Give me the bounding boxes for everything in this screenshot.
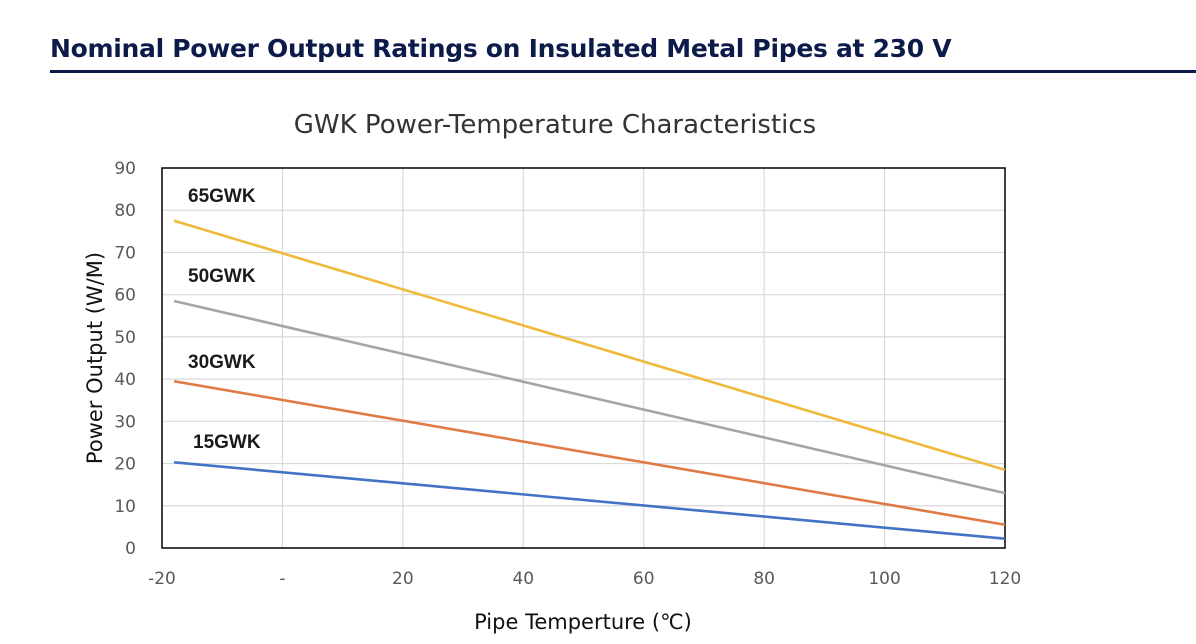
series-label-30gwk: 30GWK (188, 352, 256, 373)
y-tick-label: 20 (114, 455, 136, 475)
y-axis-label: Power Output (W/M) (83, 252, 107, 464)
x-tick-label: - (279, 569, 285, 589)
series-line-50gwk (173, 299, 1006, 495)
series-label-65gwk: 65GWK (188, 186, 256, 207)
y-tick-label: 50 (114, 328, 136, 348)
y-tick-label: 70 (114, 243, 136, 263)
y-tick-label: 40 (114, 370, 136, 390)
series-labels: 65GWK 50GWK 30GWK 15GWK (188, 186, 261, 453)
x-tick-label: 100 (868, 569, 900, 589)
y-tick-label: 60 (114, 286, 136, 306)
series-line-65gwk (173, 219, 1006, 472)
header-divider (50, 70, 1196, 73)
page-header: Nominal Power Output Ratings on Insulate… (50, 34, 1196, 73)
plot-area-border (161, 167, 1006, 549)
y-tick-label: 90 (114, 159, 136, 179)
x-tick-label: 80 (753, 569, 775, 589)
series-label-50gwk: 50GWK (188, 266, 256, 287)
y-tick-label: 80 (114, 201, 136, 221)
x-tick-label: 60 (633, 569, 655, 589)
page-title: Nominal Power Output Ratings on Insulate… (50, 34, 952, 63)
x-tick-label: 20 (392, 569, 414, 589)
y-axis-ticks: 0 10 20 30 40 50 60 70 80 90 (114, 159, 136, 559)
x-tick-label: 120 (989, 569, 1021, 589)
grid-lines (162, 168, 1005, 548)
series-lines (173, 219, 1006, 541)
chart-title: GWK Power-Temperature Characteristics (294, 110, 816, 140)
series-line-30gwk (173, 379, 1006, 527)
series-label-15gwk: 15GWK (193, 432, 261, 453)
y-tick-label: 30 (114, 412, 136, 432)
x-axis-ticks: -20-20 40 60 80 100 120 (148, 569, 1021, 589)
y-tick-label: 0 (125, 539, 136, 559)
x-tick-label: 40 (512, 569, 534, 589)
x-axis-label: Pipe Temperture (℃) (474, 610, 692, 634)
y-tick-label: 10 (114, 497, 136, 517)
x-tick-label: -20 (148, 569, 176, 589)
series-line-15gwk (173, 460, 1006, 541)
